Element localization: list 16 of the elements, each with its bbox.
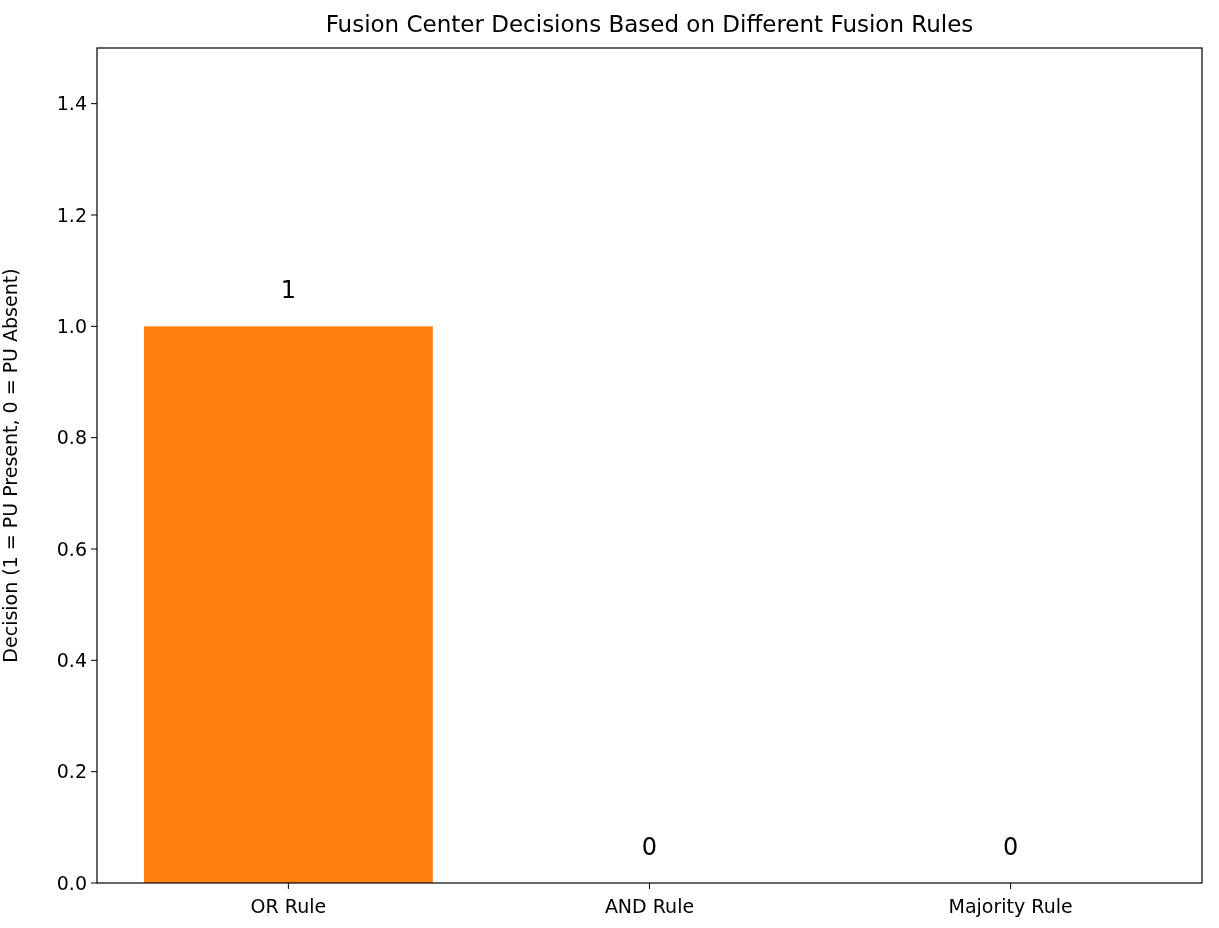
y-tick-label: 1.2 — [56, 203, 87, 226]
x-tick-label: Majority Rule — [948, 895, 1073, 917]
x-tick-label: OR Rule — [250, 895, 327, 917]
chart-title: Fusion Center Decisions Based on Different Fusion Rules — [325, 11, 974, 37]
y-tick-label: 0.4 — [56, 648, 87, 671]
y-tick-label: 0.8 — [56, 426, 87, 449]
y-tick-label: 0.6 — [56, 537, 87, 560]
data-label: 0 — [641, 833, 658, 861]
y-tick-label: 0.2 — [56, 760, 87, 783]
data-label: 0 — [1002, 833, 1019, 861]
data-label: 1 — [280, 276, 297, 305]
y-tick-label: 1.4 — [56, 92, 87, 115]
x-tick-label: AND Rule — [604, 895, 695, 917]
y-tick-label: 0.0 — [56, 871, 87, 894]
y-tick-label: 1.0 — [56, 314, 87, 337]
y-axis-title: Decision (1 = PU Present, 0 = PU Absent) — [0, 268, 21, 663]
